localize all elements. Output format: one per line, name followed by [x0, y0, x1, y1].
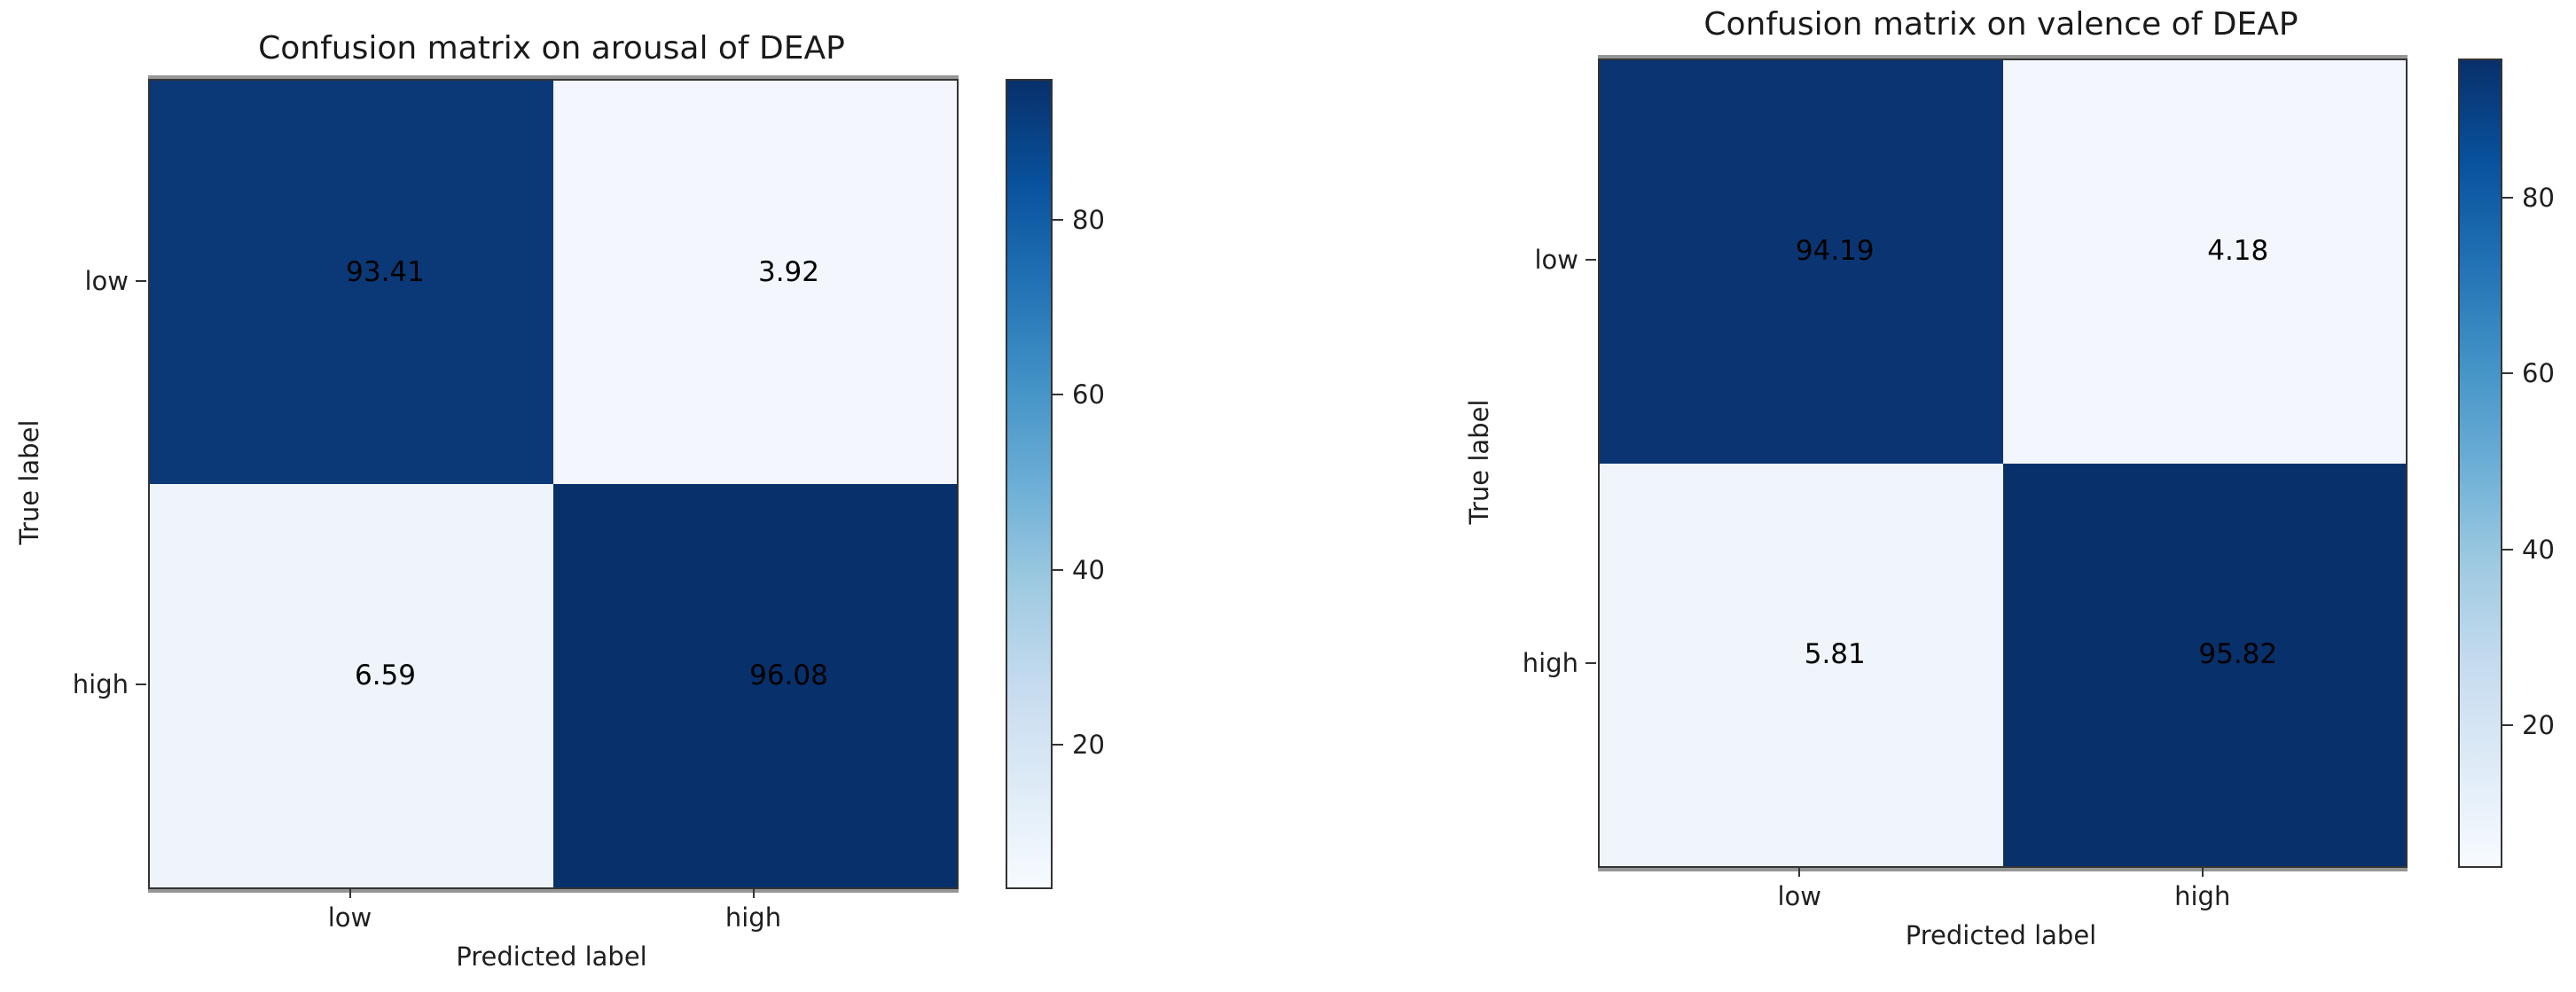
x-axis-label: Predicted label	[1905, 920, 2097, 950]
y-tick-label: high	[72, 668, 129, 699]
colorbar	[2458, 59, 2502, 868]
colorbar-tick-label: 20	[1072, 730, 1105, 761]
cell-value: 3.92	[757, 255, 820, 288]
colorbar-tick-label: 40	[2522, 534, 2555, 565]
x-tick-label: low	[327, 902, 372, 933]
cell-value: 6.59	[354, 659, 417, 691]
x-tick-label: high	[724, 902, 782, 933]
colorbar-tick-label: 80	[2522, 182, 2555, 213]
y-tick-mark	[1586, 661, 1596, 664]
x-tick-mark	[348, 887, 351, 898]
y-axis-label: True label	[14, 419, 44, 545]
x-tick-mark	[1798, 866, 1801, 877]
heatmap-matrix: 94.19 4.18 5.81 95.82	[1598, 59, 2408, 868]
colorbar	[1006, 79, 1053, 889]
y-tick-label: high	[1522, 647, 1578, 678]
cell-value: 5.81	[1804, 637, 1866, 670]
x-tick-label: high	[2174, 881, 2231, 911]
colorbar-tick-label: 20	[2522, 710, 2555, 741]
matrix-cell-high-high: 96.08	[553, 484, 957, 887]
matrix-cell-high-low: 5.81	[1600, 463, 2003, 866]
y-axis-label: True label	[1464, 399, 1494, 524]
colorbar-tick-mark	[1053, 218, 1063, 221]
matrix-cell-high-high: 95.82	[2002, 463, 2406, 866]
colorbar-tick-mark	[2502, 724, 2513, 727]
heatmap-matrix: 93.41 3.92 6.59 96.08	[148, 79, 959, 889]
matrix-cell-low-low: 94.19	[1600, 60, 2003, 464]
x-tick-label: low	[1777, 881, 1822, 911]
colorbar-tick-mark	[1053, 394, 1063, 396]
cell-value: 96.08	[749, 659, 828, 691]
matrix-cell-low-low: 93.41	[150, 81, 553, 484]
matrix-cell-low-high: 4.18	[2002, 60, 2406, 464]
colorbar-tick-mark	[2502, 196, 2513, 199]
figure-title: Confusion matrix on arousal of DEAP	[258, 30, 845, 66]
y-tick-label: low	[84, 265, 129, 296]
colorbar-tick-mark	[2502, 548, 2513, 551]
colorbar-tick-label: 60	[2522, 358, 2555, 389]
y-tick-mark	[1586, 259, 1596, 262]
cell-value: 94.19	[1795, 235, 1875, 268]
cell-value: 4.18	[2207, 235, 2269, 268]
figure-title: Confusion matrix on valence of DEAP	[1703, 6, 2298, 43]
cell-value: 93.41	[346, 255, 425, 288]
y-tick-label: low	[1534, 245, 1578, 276]
colorbar-tick-label: 40	[1072, 554, 1105, 585]
matrix-cell-low-high: 3.92	[553, 81, 957, 484]
colorbar-tick-mark	[2502, 372, 2513, 375]
colorbar-tick-mark	[1053, 744, 1063, 746]
matrix-cell-high-low: 6.59	[150, 484, 553, 887]
x-axis-label: Predicted label	[456, 941, 647, 972]
colorbar-tick-mark	[1053, 568, 1063, 571]
colorbar-tick-label: 60	[1072, 379, 1105, 410]
colorbar-tick-label: 80	[1072, 204, 1105, 235]
y-tick-mark	[136, 279, 146, 282]
x-tick-mark	[752, 887, 755, 898]
y-tick-mark	[136, 683, 146, 685]
x-tick-mark	[2201, 866, 2204, 877]
cell-value: 95.82	[2198, 637, 2278, 670]
